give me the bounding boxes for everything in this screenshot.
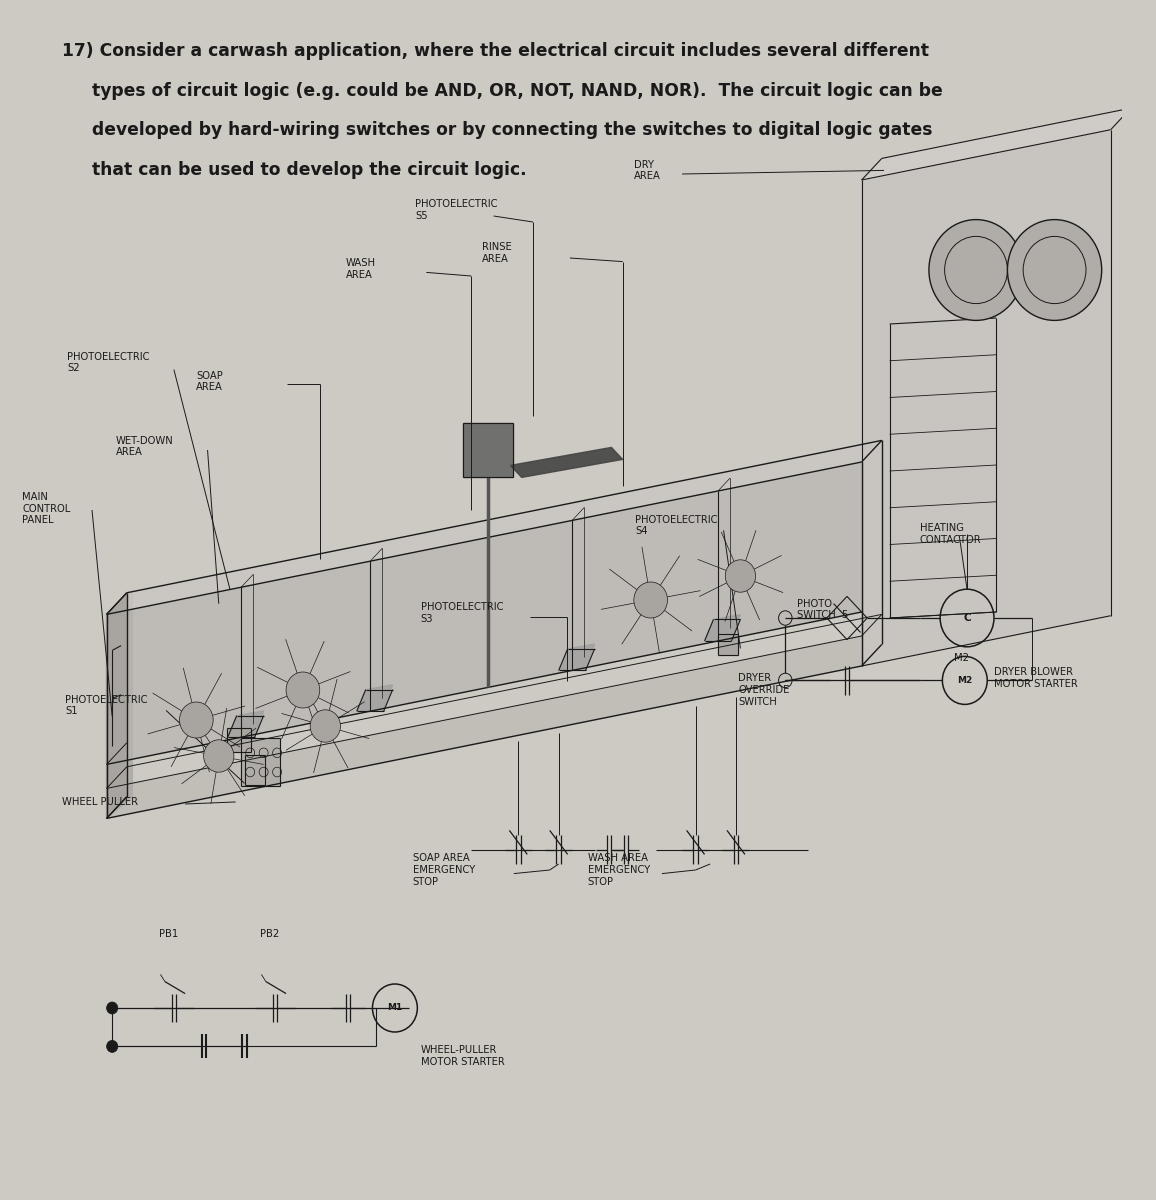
Polygon shape	[718, 634, 739, 655]
Text: MAIN
CONTROL
PANEL: MAIN CONTROL PANEL	[22, 492, 71, 526]
Text: SOAP
AREA: SOAP AREA	[197, 371, 223, 392]
Text: PHOTOELECTRIC
S4: PHOTOELECTRIC S4	[635, 515, 718, 536]
Text: 17) Consider a carwash application, where the electrical circuit includes severa: 17) Consider a carwash application, wher…	[61, 42, 928, 60]
Polygon shape	[464, 424, 513, 478]
Text: C: C	[963, 613, 971, 623]
Text: PHOTOELECTRIC
S3: PHOTOELECTRIC S3	[421, 602, 503, 624]
Polygon shape	[106, 593, 127, 818]
Text: DRYER BLOWER
MOTOR STARTER: DRYER BLOWER MOTOR STARTER	[994, 667, 1077, 689]
Polygon shape	[106, 636, 861, 818]
Text: RINSE
AREA: RINSE AREA	[482, 242, 512, 264]
Text: M2: M2	[954, 653, 969, 662]
Polygon shape	[245, 755, 265, 785]
Text: PHOTO
SWITCH  5: PHOTO SWITCH 5	[796, 599, 847, 620]
Text: SOAP AREA
EMERGENCY
STOP: SOAP AREA EMERGENCY STOP	[413, 853, 475, 887]
Text: WASH AREA
EMERGENCY
STOP: WASH AREA EMERGENCY STOP	[588, 853, 650, 887]
Text: PB2: PB2	[260, 929, 280, 938]
Text: WHEEL PULLER: WHEEL PULLER	[61, 797, 138, 806]
Circle shape	[286, 672, 320, 708]
Text: WHEEL-PULLER
MOTOR STARTER: WHEEL-PULLER MOTOR STARTER	[421, 1045, 504, 1067]
Polygon shape	[106, 593, 133, 818]
Circle shape	[310, 709, 341, 742]
Circle shape	[929, 220, 1023, 320]
Text: M2: M2	[957, 676, 972, 685]
Text: PHOTOELECTRIC
S5: PHOTOELECTRIC S5	[415, 199, 497, 221]
Polygon shape	[861, 130, 1111, 666]
Text: types of circuit logic (e.g. could be AND, OR, NOT, NAND, NOR).  The circuit log: types of circuit logic (e.g. could be AN…	[61, 82, 942, 100]
Circle shape	[633, 582, 667, 618]
Text: DRY
AREA: DRY AREA	[633, 160, 661, 181]
Text: HEATING
CONTACTOR: HEATING CONTACTOR	[920, 523, 981, 545]
Text: WASH
AREA: WASH AREA	[346, 258, 376, 280]
Polygon shape	[558, 644, 594, 671]
Polygon shape	[511, 448, 623, 478]
Text: DRYER
OVERRIDE
SWITCH: DRYER OVERRIDE SWITCH	[739, 673, 790, 707]
Circle shape	[203, 739, 234, 773]
Text: developed by hard-wiring switches or by connecting the switches to digital logic: developed by hard-wiring switches or by …	[61, 121, 932, 139]
Text: that can be used to develop the circuit logic.: that can be used to develop the circuit …	[61, 161, 526, 179]
Text: PHOTOELECTRIC
S1: PHOTOELECTRIC S1	[65, 695, 148, 716]
Circle shape	[725, 559, 756, 593]
Polygon shape	[106, 440, 882, 614]
Polygon shape	[357, 685, 393, 712]
Text: M1: M1	[387, 1003, 402, 1013]
Circle shape	[1007, 220, 1102, 320]
Polygon shape	[242, 738, 281, 786]
Circle shape	[106, 1002, 118, 1014]
Text: PB1: PB1	[160, 929, 178, 938]
Text: PHOTOELECTRIC
S2: PHOTOELECTRIC S2	[67, 352, 150, 373]
Circle shape	[179, 702, 213, 738]
Polygon shape	[106, 462, 861, 764]
Text: WET-DOWN
AREA: WET-DOWN AREA	[116, 436, 173, 457]
Polygon shape	[228, 710, 264, 737]
Polygon shape	[861, 108, 1131, 180]
Polygon shape	[704, 614, 741, 641]
Polygon shape	[227, 728, 251, 752]
Circle shape	[106, 1040, 118, 1052]
